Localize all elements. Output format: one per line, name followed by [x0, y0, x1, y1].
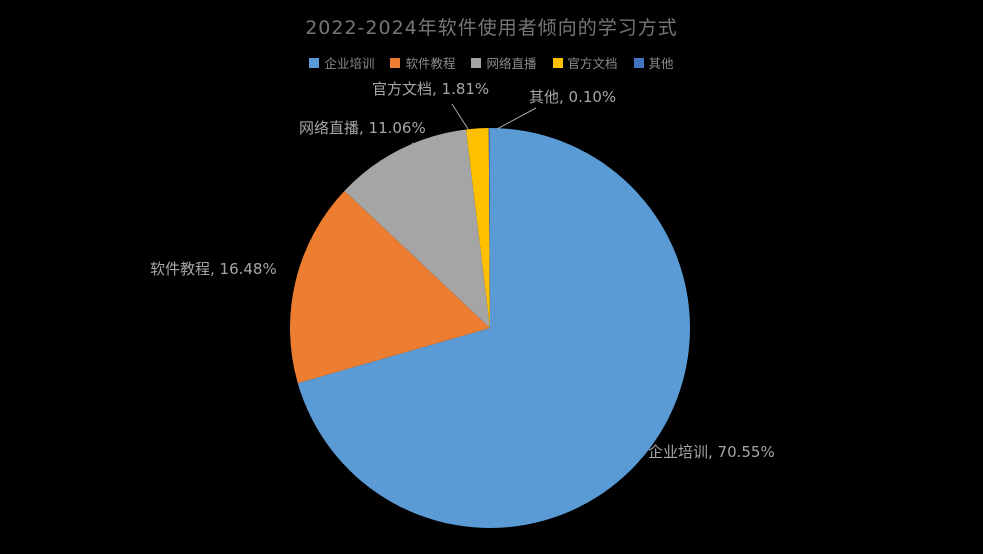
legend-swatch-icon: [390, 57, 401, 68]
leader-line: [451, 103, 469, 130]
legend-item: 企业培训: [309, 53, 374, 72]
chart-title: 2022-2024年软件使用者倾向的学习方式: [305, 17, 678, 39]
leader-line: [496, 107, 537, 130]
leader-line: [411, 142, 444, 159]
legend-swatch-icon: [309, 57, 320, 68]
pie-slice: [466, 128, 490, 328]
legend-label: 企业培训: [324, 56, 375, 71]
legend-label: 网络直播: [486, 56, 537, 71]
legend-swatch-icon: [552, 57, 563, 68]
data-label: 其他, 0.10%: [529, 88, 617, 106]
pie-slice: [488, 127, 490, 328]
chart-legend: 企业培训 软件教程 网络直播 官方文档 其他: [0, 53, 983, 72]
data-label: 网络直播, 11.06%: [299, 119, 426, 137]
pie-slice: [290, 190, 490, 384]
legend-item: 其他: [633, 53, 674, 72]
legend-item: 官方文档: [552, 53, 618, 72]
legend-label: 其他: [648, 56, 674, 71]
pie-slice: [344, 129, 490, 328]
pie-slice: [297, 128, 691, 528]
legend-label: 官方文档: [567, 56, 618, 71]
legend-label: 软件教程: [405, 56, 456, 71]
legend-swatch-icon: [471, 57, 482, 68]
data-label: 官方文档, 1.81%: [372, 80, 490, 98]
data-label: 软件教程, 16.48%: [150, 260, 277, 278]
legend-item: 网络直播: [471, 53, 537, 72]
legend-swatch-icon: [633, 57, 644, 68]
legend-item: 软件教程: [390, 53, 455, 72]
data-label: 企业培训, 70.55%: [648, 443, 775, 461]
